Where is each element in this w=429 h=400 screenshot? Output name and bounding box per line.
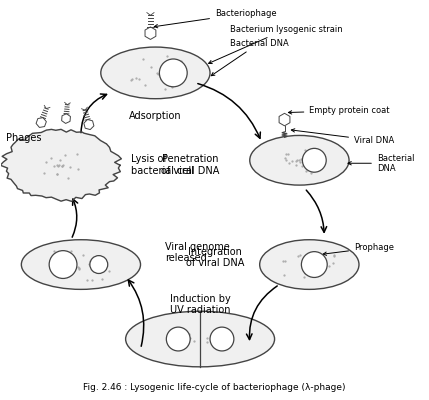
Circle shape: [160, 59, 187, 87]
Circle shape: [302, 148, 326, 172]
Ellipse shape: [126, 311, 275, 367]
Text: Bacteriophage: Bacteriophage: [154, 9, 277, 28]
Polygon shape: [84, 120, 94, 130]
Text: Phages: Phages: [6, 134, 42, 144]
Text: Integration
of viral DNA: Integration of viral DNA: [186, 247, 244, 268]
Text: Viral genome
released: Viral genome released: [165, 242, 230, 264]
Ellipse shape: [21, 240, 141, 289]
Circle shape: [90, 256, 108, 274]
Text: Prophage: Prophage: [323, 243, 394, 255]
Polygon shape: [279, 113, 290, 126]
Text: Bacterial
DNA: Bacterial DNA: [348, 154, 414, 173]
Text: Empty protein coat: Empty protein coat: [288, 106, 390, 115]
Text: Bacterial DNA: Bacterial DNA: [211, 38, 289, 76]
Ellipse shape: [250, 136, 349, 185]
Ellipse shape: [260, 240, 359, 289]
Text: Fig. 2.46 : Lysogenic life-cycle of bacteriophage (λ-phage): Fig. 2.46 : Lysogenic life-cycle of bact…: [83, 383, 345, 392]
Polygon shape: [145, 27, 156, 40]
Ellipse shape: [101, 47, 210, 99]
Text: Lysis of
bacterial cell: Lysis of bacterial cell: [130, 154, 193, 176]
Text: Penetration
of viral DNA: Penetration of viral DNA: [161, 154, 219, 176]
Circle shape: [49, 251, 77, 278]
Polygon shape: [62, 114, 70, 124]
Text: Induction by
UV radiation: Induction by UV radiation: [170, 294, 230, 315]
Polygon shape: [36, 118, 46, 128]
Text: Viral DNA: Viral DNA: [291, 129, 394, 145]
Text: Bacterium lysogenic strain: Bacterium lysogenic strain: [208, 25, 342, 64]
Circle shape: [166, 327, 190, 351]
Circle shape: [210, 327, 234, 351]
Circle shape: [302, 252, 327, 278]
Text: Adsorption: Adsorption: [129, 111, 182, 121]
Polygon shape: [0, 129, 121, 201]
